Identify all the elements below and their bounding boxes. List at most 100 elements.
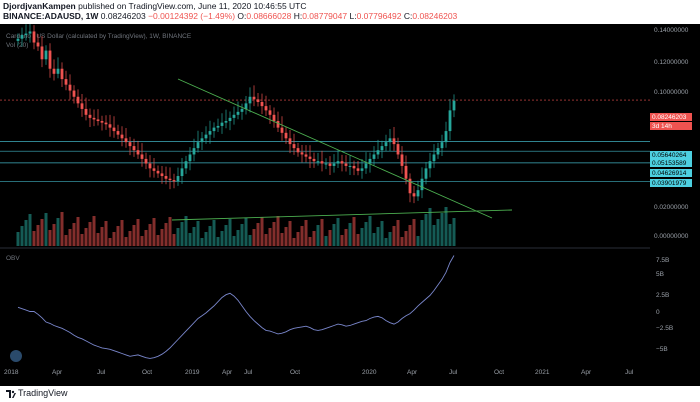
symbol-line: BINANCE:ADAUSD, 1W 0.08246203 −0.0012439… bbox=[3, 11, 457, 22]
price-tag-label: 3d 14h bbox=[652, 123, 672, 130]
candle-body bbox=[416, 190, 420, 197]
published-text: published on TradingView.com, June 11, 2… bbox=[78, 1, 307, 11]
volume-bar bbox=[320, 219, 324, 246]
candle-body bbox=[168, 178, 172, 181]
candle-body bbox=[408, 178, 412, 194]
obv-tick-label: 7.5B bbox=[656, 257, 669, 264]
volume-bar bbox=[16, 232, 20, 246]
author-name[interactable]: DjordjvanKampen bbox=[3, 1, 76, 11]
last-price: 0.08246203 bbox=[100, 11, 146, 21]
volume-bar bbox=[312, 231, 316, 246]
obv-legend: OBV bbox=[6, 255, 20, 262]
volume-bar bbox=[188, 233, 192, 246]
volume-bar bbox=[424, 214, 428, 246]
volume-bar bbox=[48, 230, 52, 246]
volume-bar bbox=[376, 227, 380, 246]
volume-bar bbox=[236, 230, 240, 246]
volume-bar bbox=[228, 219, 232, 246]
volume-bar bbox=[20, 226, 24, 246]
volume-bar bbox=[420, 220, 424, 246]
candle-body bbox=[400, 154, 404, 166]
candle-body bbox=[404, 165, 408, 179]
candle-body bbox=[80, 103, 84, 109]
volume-bar bbox=[212, 220, 216, 246]
volume-bar bbox=[284, 227, 288, 246]
candle-body bbox=[196, 142, 200, 149]
candle-body bbox=[420, 178, 424, 191]
volume-bar bbox=[28, 214, 32, 246]
chart-canvas[interactable]: Cardano / US Dollar (calculated by Tradi… bbox=[0, 24, 700, 386]
price-tag-box bbox=[650, 113, 692, 121]
volume-bar bbox=[268, 228, 272, 246]
volume-bar bbox=[164, 223, 168, 246]
obv-tick-label: 2.5B bbox=[656, 292, 669, 299]
candle-body bbox=[216, 125, 220, 128]
candle-body bbox=[352, 165, 356, 169]
volume-bar bbox=[156, 235, 160, 246]
candle-body bbox=[72, 90, 76, 97]
volume-bar bbox=[452, 218, 456, 246]
candle-body bbox=[240, 108, 244, 112]
candle-body bbox=[104, 122, 108, 125]
chart-area[interactable]: Cardano / US Dollar (calculated by Tradi… bbox=[0, 24, 700, 386]
price-change: −0.00124392 (−1.49%) bbox=[148, 11, 236, 21]
candle-body bbox=[320, 161, 324, 164]
obv-tick-label: 5B bbox=[656, 271, 664, 278]
candle-body bbox=[236, 111, 240, 115]
candle-body bbox=[260, 102, 264, 107]
time-tick-label: Jul bbox=[244, 369, 253, 376]
time-tick-label: Jul bbox=[625, 369, 634, 376]
candle-body bbox=[112, 127, 116, 132]
candle-body bbox=[300, 152, 304, 155]
candle-body bbox=[36, 42, 40, 47]
candle-body bbox=[380, 146, 384, 151]
volume-bar bbox=[152, 218, 156, 246]
volume-bar bbox=[104, 221, 108, 246]
candle-body bbox=[388, 138, 392, 143]
volume-bar bbox=[100, 227, 104, 246]
candle-body bbox=[428, 161, 432, 169]
candle-body bbox=[364, 163, 368, 169]
candle-body bbox=[88, 114, 92, 118]
volume-bar bbox=[388, 232, 392, 246]
footer-brand[interactable]: TradingView bbox=[18, 388, 68, 398]
candle-body bbox=[156, 170, 160, 174]
time-tick-label: Apr bbox=[222, 369, 233, 376]
close-value: 0.08246203 bbox=[412, 11, 458, 21]
candle-body bbox=[248, 96, 252, 104]
tradingview-watermark-icon bbox=[10, 350, 22, 362]
volume-bar bbox=[292, 238, 296, 246]
candle-body bbox=[128, 142, 132, 147]
candle-body bbox=[436, 148, 440, 155]
time-tick-label: Oct bbox=[142, 369, 152, 376]
candle-body bbox=[296, 148, 300, 153]
price-tag-box bbox=[650, 122, 692, 130]
candle-body bbox=[452, 100, 456, 111]
candle-body bbox=[108, 124, 112, 128]
volume-bar bbox=[200, 238, 204, 246]
candle-body bbox=[96, 119, 100, 122]
price-tick-label: 0.00000000 bbox=[654, 233, 689, 240]
volume-bar bbox=[340, 235, 344, 246]
chart-legend-title: Cardano / US Dollar (calculated by Tradi… bbox=[6, 33, 192, 40]
candle-body bbox=[396, 144, 400, 155]
open-label: O: bbox=[237, 11, 247, 21]
volume-bar bbox=[108, 238, 112, 246]
time-tick-label: Apr bbox=[581, 369, 592, 376]
obv-tick-label: 0 bbox=[656, 309, 660, 316]
candle-body bbox=[308, 156, 312, 159]
volume-bar bbox=[160, 229, 164, 246]
volume-bar bbox=[336, 218, 340, 246]
volume-bar bbox=[400, 237, 404, 246]
symbol-label: BINANCE:ADAUSD, 1W bbox=[3, 11, 99, 21]
volume-bar bbox=[72, 223, 76, 246]
candle-body bbox=[356, 168, 360, 171]
candle-body bbox=[44, 50, 48, 60]
publisher-line: DjordjvanKampen published on TradingView… bbox=[3, 1, 307, 12]
obv-series-line bbox=[17, 255, 455, 359]
candle-body bbox=[440, 142, 444, 149]
candle-body bbox=[160, 173, 164, 177]
candle-body bbox=[56, 68, 60, 74]
volume-bar bbox=[56, 218, 60, 246]
price-tag-label: 0.05640264 bbox=[652, 152, 687, 159]
